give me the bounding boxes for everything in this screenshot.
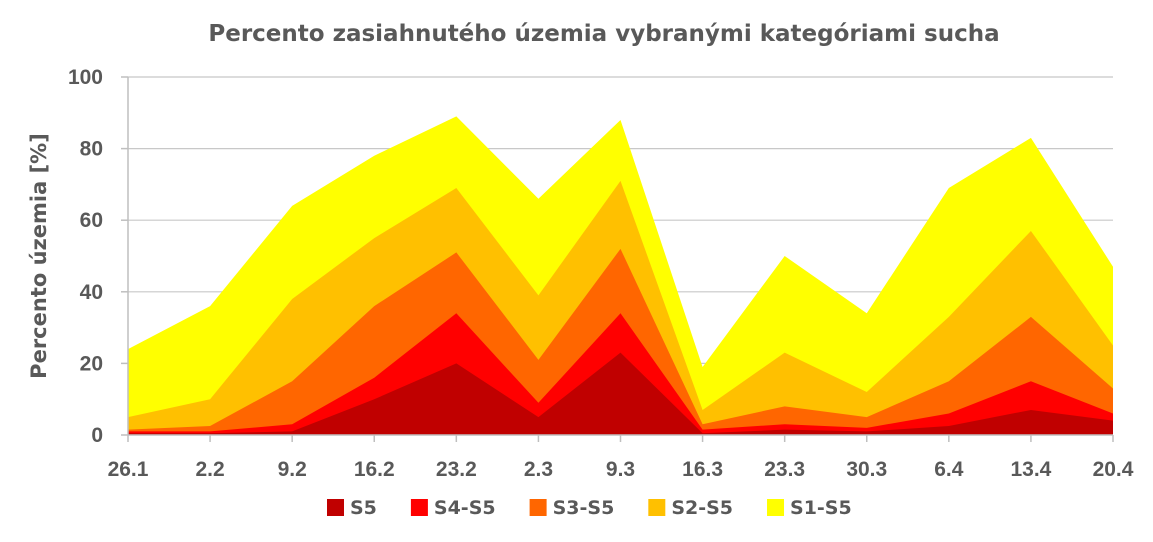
y-tick-labels: 0 20 40 60 80 100 (68, 66, 103, 447)
x-tick-label: 30.3 (846, 458, 887, 481)
y-tick-label: 0 (91, 424, 103, 447)
axes (121, 76, 1114, 442)
legend-swatch (648, 499, 666, 516)
legend-item-s1-s5: S1-S5 (767, 497, 852, 519)
x-tick-label: 2.2 (195, 458, 224, 481)
y-tick-label: 20 (80, 352, 103, 375)
legend-label: S5 (350, 497, 377, 519)
x-tick-label: 26.1 (108, 458, 149, 481)
area-s5 (128, 352, 1113, 435)
x-tick-label: 2.3 (524, 458, 553, 481)
legend-swatch (529, 499, 547, 516)
x-tick-label: 23.3 (764, 458, 805, 481)
legend-item-s4-s5: S4-S5 (410, 497, 496, 519)
legend-swatch (327, 499, 344, 516)
chart-title: Percento zasiahnutého územia vybranými k… (208, 21, 999, 47)
x-tick-label: 20.4 (1093, 458, 1134, 481)
x-tick-label: 13.4 (1010, 458, 1051, 481)
x-tick-label: 16.3 (682, 458, 723, 481)
y-axis-label: Percento územia [%] (27, 133, 51, 379)
y-tick-label: 40 (80, 281, 103, 304)
x-tick-label: 9.3 (606, 458, 635, 481)
y-tick-label: 80 (80, 138, 103, 161)
legend-label: S1-S5 (790, 497, 852, 519)
legend-label: S2-S5 (671, 497, 733, 519)
x-tick-label: 16.2 (354, 458, 395, 481)
x-tick-label: 6.4 (934, 458, 964, 481)
legend-item-s3-s5: S3-S5 (529, 497, 615, 519)
legend-item-s5: S5 (327, 497, 377, 519)
legend-swatch (410, 499, 428, 516)
x-tick-label: 9.2 (278, 458, 307, 481)
legend-swatch (767, 499, 785, 516)
y-tick-label: 100 (68, 66, 103, 89)
series-areas (128, 116, 1113, 435)
legend: S5 S4-S5 S3-S5 S2-S5 S1-S5 (327, 497, 852, 519)
legend-item-s2-s5: S2-S5 (648, 497, 733, 519)
legend-label: S4-S5 (434, 497, 496, 519)
y-tick-label: 60 (80, 209, 103, 232)
x-tick-label: 23.2 (436, 458, 477, 481)
x-tick-labels: 26.1 2.2 9.2 16.2 23.2 2.3 9.3 16.3 23.3 30.3 6.4 1… (108, 458, 1134, 481)
legend-label: S3-S5 (553, 497, 615, 519)
